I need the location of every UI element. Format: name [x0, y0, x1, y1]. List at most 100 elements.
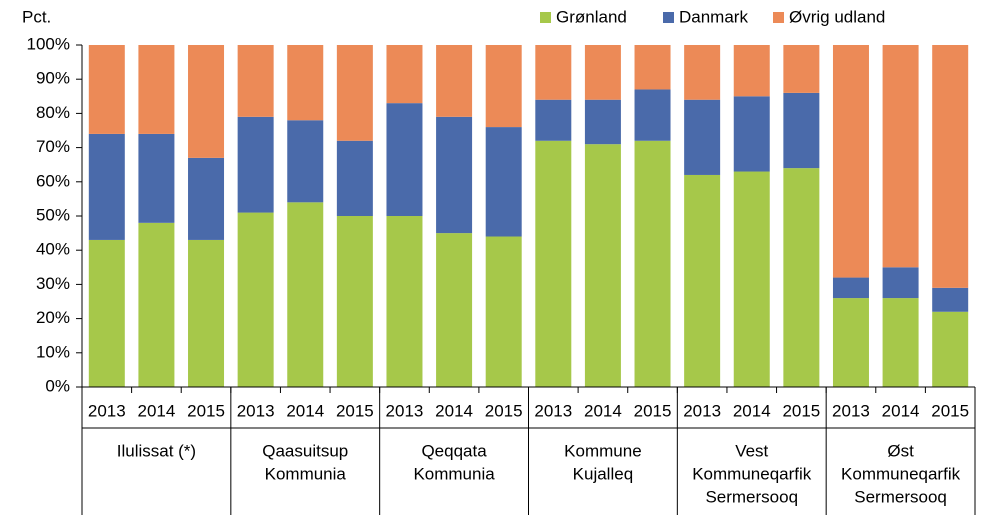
x-tick-label: 2013 — [88, 401, 126, 420]
bar-segment — [783, 168, 820, 387]
bar-segment — [535, 45, 572, 100]
bar-segment — [336, 140, 373, 216]
bar-segment — [485, 236, 522, 387]
bar-segment — [436, 233, 473, 387]
legend-label: Danmark — [679, 7, 748, 26]
group-label: Kommune — [564, 441, 641, 460]
bar-segment — [584, 99, 621, 145]
legend-label: Øvrig udland — [789, 7, 885, 26]
x-tick-label: 2014 — [584, 401, 622, 420]
legend-swatch — [663, 12, 674, 23]
legend-swatch — [540, 12, 551, 23]
y-tick-label: 50% — [36, 205, 70, 224]
bar-segment — [386, 45, 423, 104]
y-tick-label: 80% — [36, 103, 70, 122]
bar-segment — [882, 298, 919, 387]
bar-segment — [535, 140, 572, 387]
bar-segment — [138, 222, 175, 387]
x-tick-label: 2014 — [286, 401, 324, 420]
group-label: Ilulissat (*) — [117, 441, 196, 460]
bar-segment — [287, 45, 324, 121]
x-tick-label: 2013 — [683, 401, 721, 420]
x-tick-label: 2015 — [485, 401, 523, 420]
bar-segment — [336, 45, 373, 141]
y-tick-label: 10% — [36, 342, 70, 361]
bar-segment — [783, 92, 820, 169]
bar-segment — [932, 287, 969, 312]
bar-segment — [882, 45, 919, 268]
bar-segment — [535, 99, 572, 141]
x-tick-label: 2013 — [237, 401, 275, 420]
legend-swatch — [773, 12, 784, 23]
x-tick-label: 2015 — [931, 401, 969, 420]
bar-segment — [684, 99, 721, 175]
y-tick-label: 60% — [36, 171, 70, 190]
bar-segment — [932, 45, 969, 288]
x-tick-label: 2014 — [733, 401, 771, 420]
bar-segment — [584, 144, 621, 387]
bar-segment — [733, 171, 770, 387]
bar-segment — [733, 45, 770, 97]
group-label: Øst — [887, 441, 914, 460]
y-tick-label: 70% — [36, 137, 70, 156]
bar-segment — [88, 45, 125, 134]
x-tick-label: 2015 — [782, 401, 820, 420]
bar-segment — [634, 45, 671, 90]
y-tick-label: 30% — [36, 274, 70, 293]
bar-segment — [436, 116, 473, 234]
bar-segment — [188, 157, 225, 240]
bar-segment — [88, 133, 125, 240]
bar-segment — [386, 216, 423, 387]
bar-segment — [287, 202, 324, 387]
bar-segment — [932, 311, 969, 387]
group-label: Kommuneqarfik — [692, 464, 812, 483]
x-tick-label: 2014 — [138, 401, 176, 420]
x-tick-label: 2015 — [336, 401, 374, 420]
bar-segment — [634, 140, 671, 387]
y-tick-label: 90% — [36, 69, 70, 88]
bar-segment — [436, 45, 473, 117]
bar-segment — [386, 103, 423, 216]
bar-segment — [188, 239, 225, 387]
bar-segment — [237, 45, 274, 117]
bar-segment — [138, 45, 175, 134]
x-tick-label: 2015 — [634, 401, 672, 420]
bar-segment — [485, 127, 522, 237]
bar-segment — [634, 89, 671, 141]
bar-segment — [237, 212, 274, 387]
group-label: Kommunia — [413, 464, 495, 483]
bar-segment — [832, 277, 869, 299]
group-label: Sermersooq — [854, 487, 947, 506]
x-tick-label: 2013 — [386, 401, 424, 420]
y-tick-label: 0% — [45, 376, 70, 395]
y-tick-label: 20% — [36, 308, 70, 327]
bar-segment — [832, 45, 869, 278]
bar-segment — [783, 45, 820, 93]
bar-segment — [237, 116, 274, 213]
y-tick-label: 100% — [27, 34, 70, 53]
legend-label: Grønland — [556, 7, 627, 26]
bar-segment — [882, 267, 919, 299]
bar-segment — [188, 45, 225, 158]
bar-segment — [733, 96, 770, 172]
bar-segment — [832, 298, 869, 387]
y-axis-label: Pct. — [22, 7, 51, 26]
x-tick-label: 2015 — [187, 401, 225, 420]
bar-segment — [336, 216, 373, 387]
bar-segment — [684, 45, 721, 100]
group-label: Kommuneqarfik — [841, 464, 961, 483]
bar-segment — [485, 45, 522, 128]
group-label: Kujalleq — [573, 464, 634, 483]
bar-segment — [684, 174, 721, 387]
group-label: Kommunia — [265, 464, 347, 483]
bar-segment — [584, 45, 621, 100]
group-label: Vest — [735, 441, 768, 460]
bar-segment — [287, 120, 324, 203]
x-tick-label: 2013 — [534, 401, 572, 420]
x-tick-label: 2014 — [435, 401, 473, 420]
bar-segment — [88, 239, 125, 387]
group-label: Qeqqata — [421, 441, 487, 460]
group-label: Qaasuitsup — [262, 441, 348, 460]
y-tick-label: 40% — [36, 240, 70, 259]
